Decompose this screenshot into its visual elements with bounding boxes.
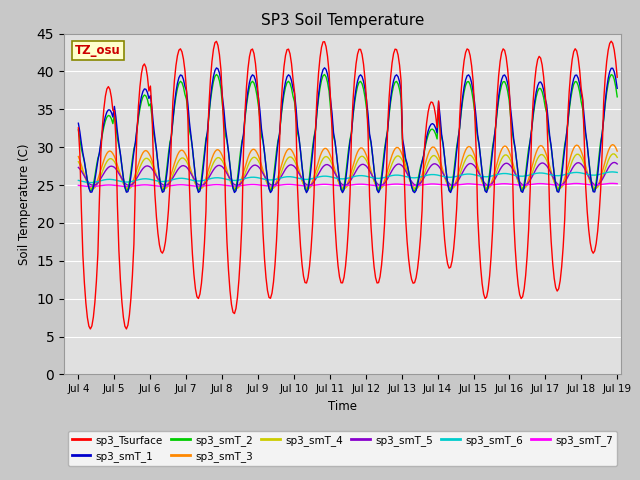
sp3_smT_2: [238, 138, 246, 144]
sp3_smT_1: [310, 136, 318, 142]
sp3_smT_2: [586, 170, 594, 176]
sp3_smT_5: [255, 164, 262, 169]
sp3_smT_2: [613, 94, 621, 100]
sp3_smT_6: [142, 176, 150, 181]
sp3_smT_1: [586, 171, 594, 177]
sp3_smT_3: [88, 186, 96, 192]
sp3_smT_7: [237, 183, 244, 189]
sp3_Tsurface: [255, 96, 262, 102]
sp3_smT_1: [141, 86, 148, 92]
sp3_smT_3: [264, 181, 271, 187]
sp3_smT_7: [585, 182, 593, 188]
sp3_smT_2: [265, 185, 273, 191]
sp3_smT_1: [321, 65, 328, 71]
Line: sp3_smT_3: sp3_smT_3: [78, 144, 617, 189]
sp3_Tsurface: [585, 227, 593, 232]
sp3_Tsurface: [613, 74, 621, 80]
Line: sp3_smT_6: sp3_smT_6: [78, 172, 617, 182]
sp3_smT_1: [253, 84, 261, 90]
sp3_smT_3: [255, 153, 262, 159]
sp3_smT_6: [255, 175, 262, 181]
sp3_Tsurface: [74, 125, 82, 131]
sp3_smT_4: [88, 186, 96, 192]
sp3_smT_7: [264, 183, 271, 189]
sp3_smT_1: [235, 168, 243, 174]
sp3_smT_4: [611, 151, 618, 157]
sp3_smT_2: [74, 127, 82, 133]
sp3_smT_4: [585, 175, 593, 180]
sp3_smT_7: [142, 182, 150, 188]
sp3_Tsurface: [264, 288, 271, 293]
Line: sp3_smT_5: sp3_smT_5: [78, 162, 617, 185]
sp3_smT_7: [74, 182, 82, 188]
sp3_smT_7: [613, 181, 621, 187]
sp3_smT_5: [312, 176, 319, 182]
sp3_smT_6: [312, 175, 319, 180]
sp3_smT_2: [256, 117, 264, 122]
sp3_smT_4: [264, 180, 271, 186]
Title: SP3 Soil Temperature: SP3 Soil Temperature: [260, 13, 424, 28]
sp3_smT_3: [585, 175, 593, 180]
sp3_smT_3: [142, 148, 150, 154]
sp3_smT_7: [609, 180, 616, 186]
sp3_smT_5: [611, 159, 618, 165]
X-axis label: Time: Time: [328, 400, 357, 413]
sp3_smT_4: [255, 158, 262, 164]
sp3_smT_4: [237, 182, 244, 188]
sp3_smT_2: [141, 92, 148, 98]
sp3_Tsurface: [86, 326, 94, 332]
sp3_smT_5: [142, 163, 150, 169]
sp3_smT_5: [88, 182, 96, 188]
sp3_smT_6: [585, 172, 593, 178]
sp3_smT_3: [74, 154, 82, 159]
sp3_smT_5: [74, 165, 82, 170]
sp3_smT_6: [609, 169, 616, 175]
sp3_smT_4: [74, 159, 82, 165]
sp3_smT_6: [237, 177, 244, 182]
sp3_smT_7: [255, 182, 262, 188]
sp3_smT_6: [74, 178, 82, 183]
sp3_smT_5: [585, 174, 593, 180]
sp3_smT_3: [312, 168, 319, 174]
Line: sp3_smT_4: sp3_smT_4: [78, 154, 617, 189]
sp3_smT_2: [230, 188, 238, 194]
sp3_smT_7: [86, 184, 94, 190]
Y-axis label: Soil Temperature (C): Soil Temperature (C): [18, 143, 31, 265]
sp3_Tsurface: [237, 252, 244, 258]
sp3_smT_1: [339, 190, 346, 195]
sp3_Tsurface: [312, 126, 319, 132]
Legend: sp3_Tsurface, sp3_smT_1, sp3_smT_2, sp3_smT_3, sp3_smT_4, sp3_smT_5, sp3_smT_6, : sp3_Tsurface, sp3_smT_1, sp3_smT_2, sp3_…: [68, 431, 617, 466]
sp3_smT_4: [142, 156, 150, 161]
sp3_Tsurface: [142, 64, 150, 70]
sp3_Tsurface: [607, 38, 615, 44]
sp3_smT_6: [613, 169, 621, 175]
sp3_smT_6: [86, 180, 94, 185]
sp3_smT_5: [237, 181, 244, 187]
sp3_smT_3: [613, 148, 621, 154]
sp3_smT_2: [212, 72, 220, 77]
Text: TZ_osu: TZ_osu: [75, 44, 121, 57]
sp3_smT_1: [262, 164, 270, 169]
sp3_smT_7: [312, 182, 319, 188]
sp3_smT_3: [609, 142, 616, 147]
sp3_smT_1: [613, 85, 621, 91]
Line: sp3_Tsurface: sp3_Tsurface: [78, 41, 617, 329]
Line: sp3_smT_7: sp3_smT_7: [78, 183, 617, 187]
sp3_smT_2: [313, 109, 321, 115]
sp3_smT_3: [237, 179, 244, 185]
Line: sp3_smT_2: sp3_smT_2: [78, 74, 617, 191]
Line: sp3_smT_1: sp3_smT_1: [78, 68, 617, 192]
sp3_smT_1: [74, 120, 82, 126]
sp3_smT_6: [264, 177, 271, 183]
sp3_smT_4: [613, 155, 621, 160]
sp3_smT_4: [312, 174, 319, 180]
sp3_smT_5: [613, 161, 621, 167]
sp3_smT_5: [264, 179, 271, 184]
